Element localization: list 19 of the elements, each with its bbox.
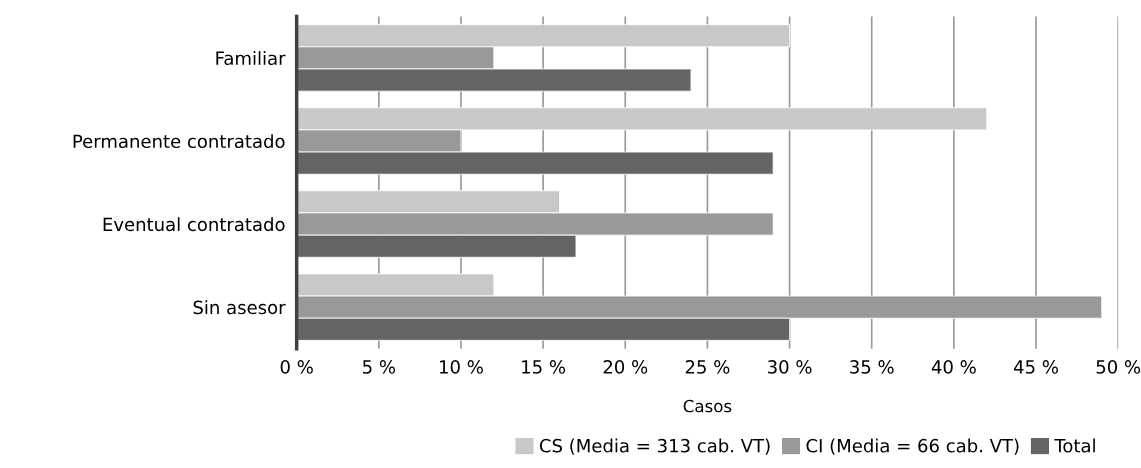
x-tick-label: 5 %: [363, 360, 396, 374]
legend-label: CS (Media = 313 cab. VT): [539, 438, 770, 455]
y-tick-label: Eventual contratado: [103, 217, 285, 232]
x-axis-title: Casos: [683, 399, 732, 413]
x-tick-label: 50 %: [1096, 360, 1141, 374]
y-tick-label: Sin asesor: [193, 300, 286, 315]
y-tick-label: Familiar: [216, 51, 286, 66]
x-tick-label: 40 %: [931, 360, 976, 374]
x-tick-label: 10 %: [440, 360, 483, 374]
x-tick-label: 20 %: [603, 360, 648, 374]
x-tick-label: 25 %: [685, 360, 730, 374]
legend-label: CI (Media = 66 cab. VT): [806, 438, 1019, 455]
x-tick-label: 0 %: [280, 360, 313, 374]
x-tick-label: 30 %: [768, 360, 812, 374]
y-tick-label: Permanente contratado: [73, 134, 285, 149]
x-tick-label: 45 %: [1013, 360, 1058, 374]
legend-label: Total: [1054, 438, 1095, 453]
x-tick-label: 35 %: [850, 360, 894, 374]
x-tick-label: 15 %: [522, 360, 566, 374]
